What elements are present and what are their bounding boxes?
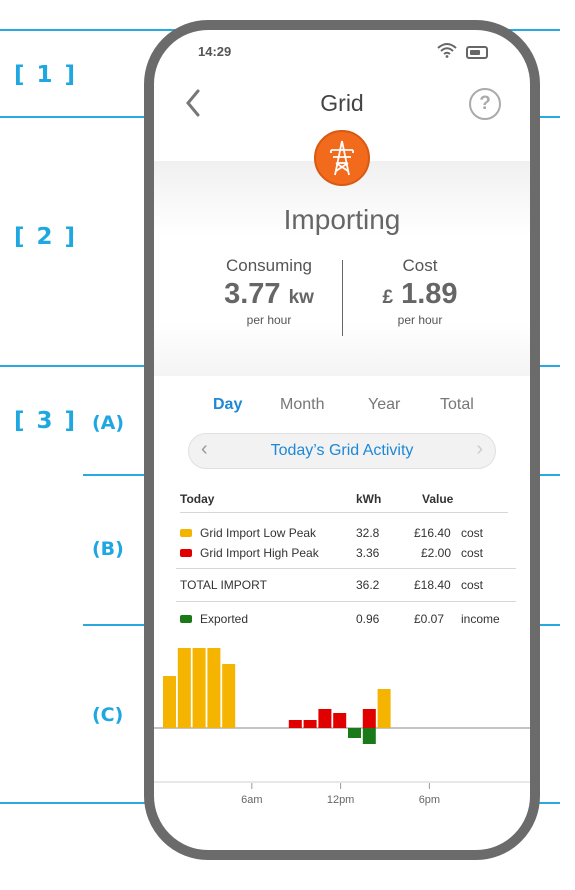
screen: 14:29 Grid ? xyxy=(154,30,530,850)
consuming-label: Consuming xyxy=(226,256,312,275)
phone-frame: 14:29 Grid ? xyxy=(144,20,540,860)
cost-number: 1.89 xyxy=(401,278,458,310)
chart-bar-4 xyxy=(222,664,236,728)
exported-kind: income xyxy=(461,612,500,626)
chart-bar-11 xyxy=(362,728,376,744)
status-bar: 14:29 xyxy=(154,30,530,70)
divider xyxy=(180,512,508,513)
table-row-total: TOTAL IMPORT 36.2 £18.40 cost xyxy=(154,578,530,596)
exported-swatch xyxy=(180,615,192,623)
high-peak-swatch xyxy=(180,549,192,557)
header-kwh: kWh xyxy=(356,492,382,506)
activity-pager: ‹ Today’s Grid Activity › xyxy=(188,433,496,469)
row-label: Grid Import Low Peak xyxy=(200,526,317,540)
low-peak-swatch xyxy=(180,529,192,537)
grid-status: Importing xyxy=(283,204,401,235)
exported-kwh: 0.96 xyxy=(356,612,380,626)
chart-bar-10 xyxy=(362,709,376,728)
chevron-left-icon[interactable] xyxy=(180,86,220,120)
power-pylon-icon xyxy=(314,130,370,186)
chart-bar-6 xyxy=(303,720,317,728)
tab-month[interactable]: Month xyxy=(280,396,325,413)
next-chevron-icon[interactable]: › xyxy=(476,438,483,460)
consuming-number: 3.77 xyxy=(224,278,281,310)
subsection-label-b: (B) xyxy=(92,538,124,560)
cost-label: Cost xyxy=(402,256,438,275)
header-today: Today xyxy=(180,492,215,506)
exported-label: Exported xyxy=(200,612,249,626)
tab-day[interactable]: Day xyxy=(213,396,243,413)
chart-tick-label-2: 6pm xyxy=(419,794,440,806)
total-value: £18.40 xyxy=(414,578,451,592)
table-row-exported: Exported 0.96 £0.07 income xyxy=(154,612,530,630)
nav-bar: Grid ? xyxy=(154,78,530,126)
chart-bar-12 xyxy=(377,689,391,728)
chart-bar-9 xyxy=(348,728,361,738)
row-kwh: 32.8 xyxy=(356,526,380,540)
section-label-3: [ 3 ] xyxy=(14,408,78,434)
total-kind: cost xyxy=(461,578,484,592)
total-label: TOTAL IMPORT xyxy=(180,578,267,592)
tab-year[interactable]: Year xyxy=(368,396,401,413)
consuming-unit: kw xyxy=(288,287,314,308)
row-kind: cost xyxy=(461,546,484,560)
subsection-label-a: (A) xyxy=(92,412,125,434)
divider xyxy=(176,601,516,602)
page-title: Grid xyxy=(320,90,364,116)
wifi-icon xyxy=(437,43,457,58)
stat-divider xyxy=(342,260,343,336)
consuming-stat: Consuming 3.77 kw per hour xyxy=(184,256,354,327)
header-value: Value xyxy=(422,492,454,506)
chart-bar-3 xyxy=(207,648,221,728)
row-value: £2.00 xyxy=(421,546,452,560)
activity-title: Today’s Grid Activity xyxy=(270,442,414,459)
row-kind: cost xyxy=(461,526,484,540)
chart-bar-7 xyxy=(318,709,332,728)
prev-chevron-icon[interactable]: ‹ xyxy=(201,438,208,460)
subsection-label-c: (C) xyxy=(92,704,124,726)
cost-value: £ 1.89 xyxy=(335,278,505,311)
battery-icon xyxy=(466,46,488,59)
table-row-low-peak: Grid Import Low Peak 32.8 £16.40 cost xyxy=(154,526,530,544)
row-kwh: 3.36 xyxy=(356,546,380,560)
question-mark-icon[interactable]: ? xyxy=(469,88,501,120)
section-label-2: [ 2 ] xyxy=(14,224,78,250)
status-time: 14:29 xyxy=(198,44,232,59)
chart-tick-label-1: 12pm xyxy=(327,794,355,806)
consuming-value: 3.77 kw xyxy=(184,278,354,311)
tab-total[interactable]: Total xyxy=(440,396,474,413)
divider xyxy=(176,568,516,569)
cost-stat: Cost £ 1.89 per hour xyxy=(335,256,505,327)
activity-chart: 6am 12pm 6pm xyxy=(154,648,530,806)
chart-tick-label-0: 6am xyxy=(241,794,262,806)
chart-bar-1 xyxy=(177,648,191,728)
chart-bar-5 xyxy=(288,720,302,728)
row-value: £16.40 xyxy=(414,526,451,540)
chart-bar-8 xyxy=(333,713,347,728)
exported-value: £0.07 xyxy=(414,612,445,626)
period-tabs: Day Month Year Total xyxy=(154,396,530,422)
row-label: Grid Import High Peak xyxy=(200,546,319,560)
cost-currency: £ xyxy=(382,287,394,308)
consuming-period: per hour xyxy=(246,313,292,327)
chart-bar-2 xyxy=(192,648,206,728)
chart-bar-0 xyxy=(163,676,176,728)
section-label-1: [ 1 ] xyxy=(14,62,78,88)
total-kwh: 36.2 xyxy=(356,578,380,592)
cost-period: per hour xyxy=(397,313,443,327)
table-row-high-peak: Grid Import High Peak 3.36 £2.00 cost xyxy=(154,546,530,564)
